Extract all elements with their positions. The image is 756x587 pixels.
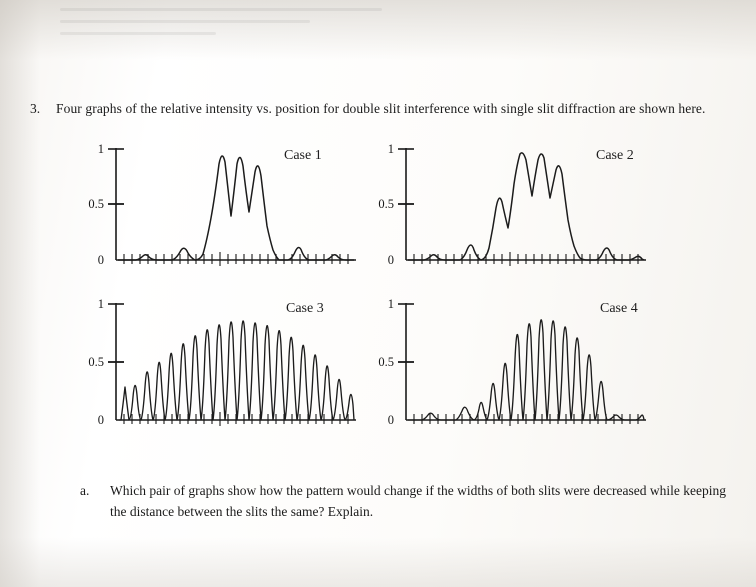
- question-number: 3.: [30, 101, 41, 116]
- case-3-label: Case 3: [286, 301, 324, 316]
- question-text: Four graphs of the relative intensity vs…: [56, 101, 706, 116]
- graph-case-2: 1 0.5 0: [378, 140, 668, 275]
- case-4-ytick-mid: 0.5: [378, 355, 394, 369]
- case-4-label: Case 4: [600, 301, 638, 316]
- case-1-plot: 1 0.5 0: [88, 142, 356, 267]
- graph-case-4: 1 0.5 0: [378, 295, 668, 435]
- case-4-ytick-bottom: 0: [388, 413, 394, 427]
- case-2-plot: 1 0.5 0: [378, 142, 646, 267]
- part-a-block: a. Which pair of graphs show how the pat…: [80, 480, 740, 522]
- case-4-plot: 1 0.5 0: [378, 297, 646, 427]
- question-block: 3. Four graphs of the relative intensity…: [30, 99, 736, 118]
- part-a-text: Which pair of graphs show how the patter…: [110, 483, 726, 519]
- case-2-ytick-top: 1: [388, 142, 394, 156]
- case-3-ytick-bottom: 0: [98, 413, 104, 427]
- graph-case-3: 1 0.5 0: [88, 295, 378, 435]
- case-1-ytick-top: 1: [98, 142, 104, 156]
- case-2-ytick-mid: 0.5: [378, 197, 394, 211]
- case-3-ytick-mid: 0.5: [88, 355, 104, 369]
- case-2-ytick-bottom: 0: [388, 253, 394, 267]
- graph-case-1: 1 0.5 0: [88, 140, 378, 275]
- case-1-ytick-mid: 0.5: [88, 197, 104, 211]
- case-3-ytick-top: 1: [98, 297, 104, 311]
- case-4-ytick-top: 1: [388, 297, 394, 311]
- case-2-label: Case 2: [596, 148, 634, 163]
- bleed-through-marks: [60, 8, 580, 54]
- case-1-ytick-bottom: 0: [98, 253, 104, 267]
- graph-grid: 1 0.5 0: [0, 140, 756, 450]
- part-a-label: a.: [80, 483, 90, 498]
- case-1-label: Case 1: [284, 148, 322, 163]
- case-3-plot: 1 0.5 0: [88, 297, 356, 427]
